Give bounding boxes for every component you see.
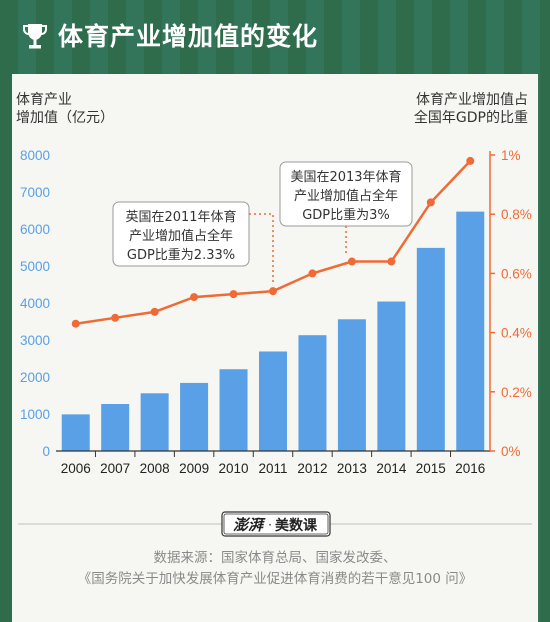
x-tick-label-2013: 2013 bbox=[337, 461, 367, 476]
brand-footer: 澎湃 · 美数课 bbox=[0, 510, 550, 540]
left-tick-label: 7000 bbox=[20, 185, 50, 200]
left-tick-label: 8000 bbox=[20, 148, 50, 163]
bar-2016 bbox=[456, 211, 485, 451]
point-2015 bbox=[426, 198, 435, 207]
left-axis-title-1: 体育产业 bbox=[16, 92, 72, 108]
x-tick-label-2016: 2016 bbox=[455, 461, 485, 476]
bar-2007 bbox=[101, 404, 130, 451]
bar-2010 bbox=[219, 369, 248, 451]
point-2011 bbox=[269, 287, 277, 296]
x-tick-label-2008: 2008 bbox=[140, 461, 170, 476]
line-series bbox=[71, 156, 475, 328]
left-tick-label: 2000 bbox=[20, 370, 50, 385]
x-tick-label-2015: 2015 bbox=[416, 461, 446, 476]
annotation-text: 美国在2013年体育 bbox=[290, 169, 401, 185]
right-tick-label: 0.6% bbox=[501, 266, 532, 281]
point-2012 bbox=[308, 269, 317, 278]
right-tick-label: 0.4% bbox=[501, 326, 532, 341]
annotation-text: 英国在2011年体育 bbox=[125, 209, 236, 225]
chart-annotations: 英国在2011年体育产业增加值占全年GDP比重为2.33%美国在2013年体育产… bbox=[112, 161, 413, 286]
x-tick-label-2014: 2014 bbox=[376, 461, 407, 476]
bar-2013 bbox=[337, 319, 366, 451]
page-title: 体育产业增加值的变化 bbox=[58, 22, 319, 51]
annotation-text: 产业增加值占全年 bbox=[129, 228, 233, 244]
point-2006 bbox=[71, 319, 80, 328]
source-line-2: 《国务院关于加快发展体育产业促进体育消费的若干意见100 问》 bbox=[77, 571, 473, 587]
x-tick-label-2006: 2006 bbox=[61, 461, 91, 476]
right-tick-label: 0.8% bbox=[501, 207, 532, 222]
brand-divider: · bbox=[268, 518, 272, 532]
x-tick-label-2011: 2011 bbox=[258, 461, 287, 476]
x-tick-label-2012: 2012 bbox=[297, 461, 327, 476]
annotation-leader bbox=[249, 213, 274, 286]
source-line-1: 数据来源：国家体育总局、国家发改委、 bbox=[153, 550, 397, 566]
point-2013 bbox=[347, 257, 356, 266]
left-tick-label: 4000 bbox=[20, 296, 50, 311]
point-2008 bbox=[150, 307, 159, 316]
point-2007 bbox=[111, 313, 120, 322]
left-tick-label: 6000 bbox=[20, 222, 50, 237]
brand-logo: 澎湃 bbox=[233, 516, 266, 534]
bar-2011 bbox=[259, 351, 287, 451]
bar-2009 bbox=[180, 382, 209, 451]
right-axis-title-1: 体育产业增加值占 bbox=[416, 92, 528, 108]
bar-series bbox=[61, 211, 485, 451]
annotation-text: GDP比重为3% bbox=[302, 207, 390, 223]
left-tick-label: 0 bbox=[42, 444, 50, 459]
right-tick-label: 0% bbox=[501, 444, 521, 459]
right-tick-label: 0.2% bbox=[501, 385, 532, 400]
annotation-text: 产业增加值占全年 bbox=[294, 188, 398, 204]
right-tick-label: 1% bbox=[501, 148, 521, 163]
bar-2008 bbox=[140, 393, 169, 451]
point-2016 bbox=[466, 156, 475, 165]
header: 体育产业增加值的变化 bbox=[0, 0, 550, 68]
bar-2015 bbox=[416, 247, 445, 451]
chart-axes: 0 1000 2000 3000 4000 5000 6000 7000 8000 0% 0.2% 0… bbox=[20, 148, 532, 476]
left-axis-title-2: 增加值（亿元） bbox=[16, 110, 114, 126]
point-2010 bbox=[229, 290, 238, 299]
brand-name: 美数课 bbox=[275, 517, 318, 534]
x-tick-label-2009: 2009 bbox=[179, 461, 209, 476]
left-tick-label: 5000 bbox=[20, 259, 50, 274]
data-source: 数据来源：国家体育总局、国家发改委、 《国务院关于加快发展体育产业促进体育消费的… bbox=[0, 548, 550, 590]
brand-bar: 澎湃 · 美数课 bbox=[18, 511, 532, 537]
trophy-icon bbox=[23, 24, 47, 49]
annotation-box bbox=[112, 201, 250, 267]
point-2014 bbox=[387, 257, 396, 266]
point-2009 bbox=[190, 293, 199, 302]
bar-2014 bbox=[377, 301, 406, 451]
bar-2012 bbox=[298, 335, 327, 451]
x-tick-label-2010: 2010 bbox=[219, 461, 249, 476]
x-tick-label-2007: 2007 bbox=[100, 461, 130, 476]
left-tick-label: 1000 bbox=[20, 407, 50, 422]
left-tick-label: 3000 bbox=[20, 333, 50, 348]
right-axis-title-2: 全国年GDP的比重 bbox=[414, 109, 528, 126]
annotation-text: GDP比重为2.33% bbox=[127, 247, 235, 263]
bar-2006 bbox=[61, 414, 90, 451]
